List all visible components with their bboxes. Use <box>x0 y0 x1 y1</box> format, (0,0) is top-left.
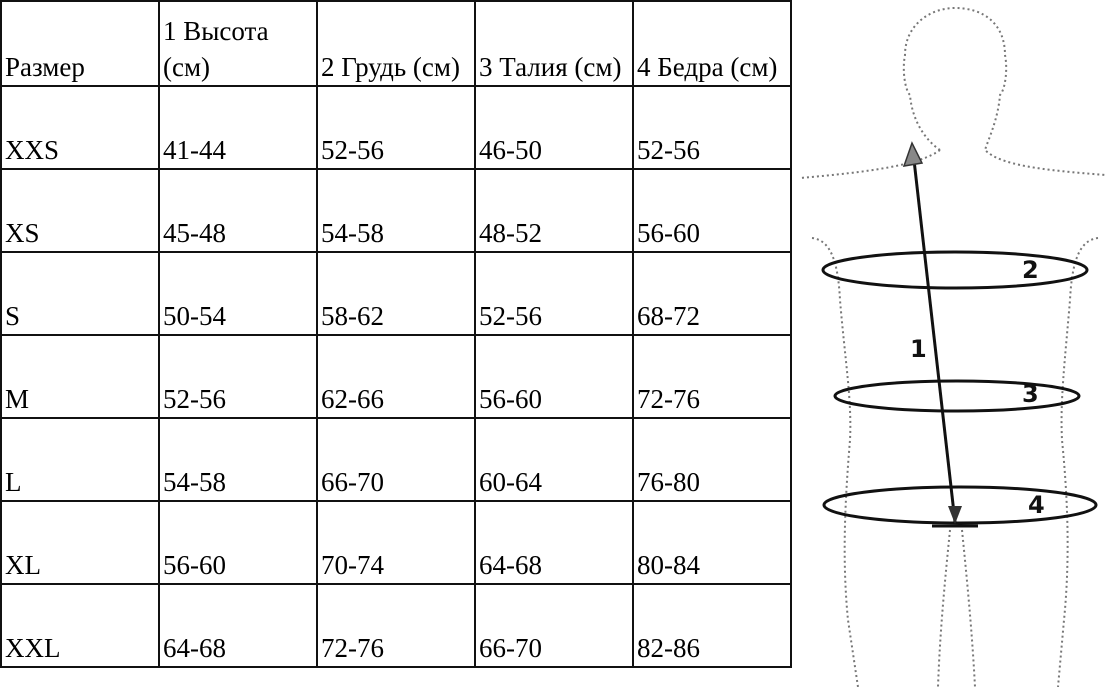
value-cell: 54-58 <box>316 168 476 253</box>
value-cell: 50-54 <box>158 251 318 336</box>
value-cell: 82-86 <box>632 583 792 668</box>
value-cell: 56-60 <box>632 168 792 253</box>
value-cell: 76-80 <box>632 417 792 502</box>
value-cell: 45-48 <box>158 168 318 253</box>
header-cell: 2 Грудь (см) <box>316 0 476 87</box>
header-cell: 3 Талия (см) <box>474 0 634 87</box>
value-cell: 52-56 <box>632 85 792 170</box>
header-cell: 4 Бедра (см) <box>632 0 792 87</box>
value-cell: 52-56 <box>474 251 634 336</box>
table-row: XXL 64-68 72-76 66-70 82-86 <box>0 583 792 668</box>
arrow-head-bottom <box>948 506 962 524</box>
value-cell: 56-60 <box>474 334 634 419</box>
size-cell: XL <box>0 500 160 585</box>
leg-inner-right <box>961 529 976 687</box>
value-cell: 72-76 <box>316 583 476 668</box>
height-arrow <box>912 159 957 523</box>
label-height: 1 <box>910 335 927 363</box>
header-cell: Размер <box>0 0 160 87</box>
value-cell: 70-74 <box>316 500 476 585</box>
table-row: L 54-58 66-70 60-64 76-80 <box>0 417 792 502</box>
size-table: Размер 1 Высота (см) 2 Грудь (см) 3 Талия (… <box>0 0 792 668</box>
table-row: XXS 41-44 52-56 46-50 52-56 <box>0 85 792 170</box>
torso-right <box>1057 237 1099 687</box>
size-cell: L <box>0 417 160 502</box>
value-cell: 62-66 <box>316 334 476 419</box>
header-row: Размер 1 Высота (см) 2 Грудь (см) 3 Талия (… <box>0 0 792 87</box>
value-cell: 41-44 <box>158 85 318 170</box>
value-cell: 68-72 <box>632 251 792 336</box>
waist-loop <box>833 379 1081 413</box>
size-cell: M <box>0 334 160 419</box>
value-cell: 80-84 <box>632 500 792 585</box>
measurement-figure: 1 2 3 4 <box>799 6 1106 687</box>
value-cell: 54-58 <box>158 417 318 502</box>
table-row: S 50-54 58-62 52-56 68-72 <box>0 251 792 336</box>
value-cell: 48-52 <box>474 168 634 253</box>
body-outline-right <box>902 6 1106 176</box>
label-chest: 2 <box>1022 256 1039 284</box>
size-cell: XXL <box>0 583 160 668</box>
chest-loop <box>821 250 1089 290</box>
value-cell: 46-50 <box>474 85 634 170</box>
label-waist: 3 <box>1022 380 1039 408</box>
leg-inner-left <box>937 529 951 687</box>
value-cell: 56-60 <box>158 500 318 585</box>
size-cell: S <box>0 251 160 336</box>
value-cell: 58-62 <box>316 251 476 336</box>
value-cell: 66-70 <box>474 583 634 668</box>
value-cell: 64-68 <box>474 500 634 585</box>
value-cell: 66-70 <box>316 417 476 502</box>
value-cell: 60-64 <box>474 417 634 502</box>
table-row: XL 56-60 70-74 64-68 80-84 <box>0 500 792 585</box>
table-row: M 52-56 62-66 56-60 72-76 <box>0 334 792 419</box>
table-row: XS 45-48 54-58 48-52 56-60 <box>0 168 792 253</box>
header-cell: 1 Высота (см) <box>158 0 318 87</box>
size-cell: XXS <box>0 85 160 170</box>
value-cell: 52-56 <box>158 334 318 419</box>
value-cell: 72-76 <box>632 334 792 419</box>
value-cell: 52-56 <box>316 85 476 170</box>
label-hips: 4 <box>1028 491 1045 519</box>
size-cell: XS <box>0 168 160 253</box>
hip-loop <box>822 485 1098 525</box>
value-cell: 64-68 <box>158 583 318 668</box>
arrow-head <box>902 141 924 167</box>
torso-left <box>811 237 859 687</box>
body-outline-left <box>799 149 941 179</box>
